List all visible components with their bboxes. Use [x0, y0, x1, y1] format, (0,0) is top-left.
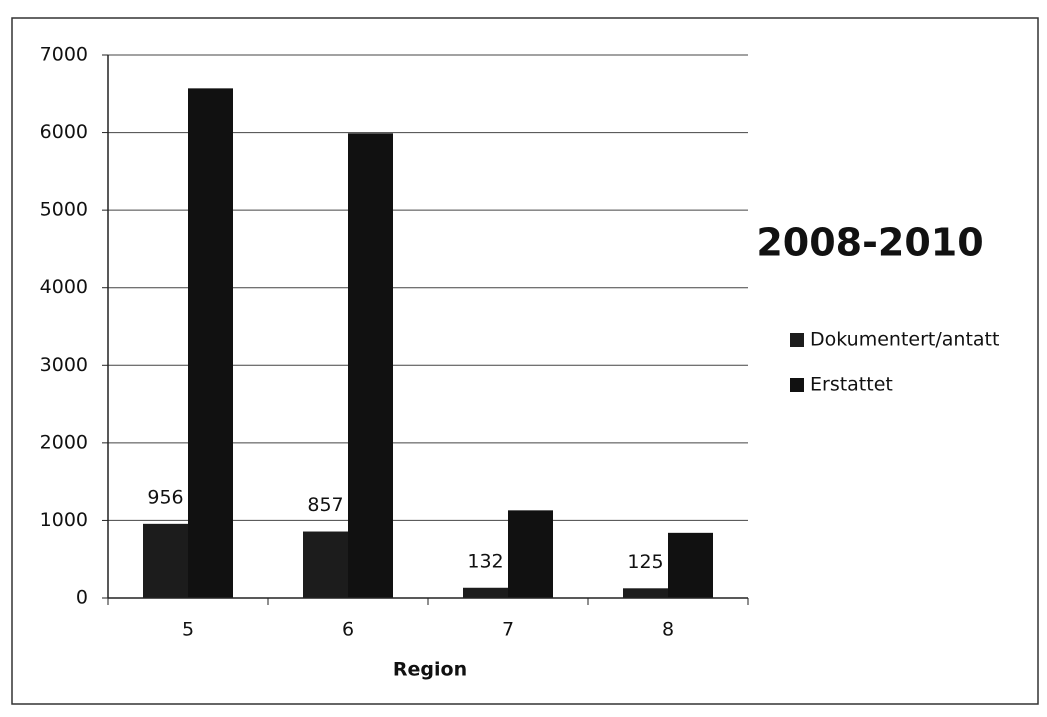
data-label: 857 [307, 494, 343, 516]
legend-label: Erstattet [810, 374, 893, 396]
bar [668, 532, 713, 598]
y-tick-label: 4000 [40, 276, 88, 298]
bar [463, 587, 508, 598]
y-tick-label: 7000 [40, 44, 88, 66]
data-label: 125 [627, 551, 663, 573]
x-axis-label: Region [393, 659, 467, 681]
bar [348, 133, 393, 598]
chart-title: 2008-2010 [756, 221, 983, 265]
data-label: 956 [147, 486, 183, 508]
x-tick-label: 7 [502, 619, 514, 641]
y-tick-label: 2000 [40, 431, 88, 453]
x-tick-label: 8 [662, 619, 674, 641]
legend-swatch [790, 333, 804, 347]
x-tick-label: 6 [342, 619, 354, 641]
bar [508, 510, 553, 598]
y-tick-label: 3000 [40, 354, 88, 376]
bar [188, 88, 233, 598]
chart-frame [11, 17, 1039, 705]
y-tick-label: 0 [76, 587, 88, 609]
y-tick-label: 5000 [40, 199, 88, 221]
x-tick-label: 5 [182, 619, 194, 641]
y-tick-label: 6000 [40, 121, 88, 143]
bar [143, 523, 188, 598]
y-tick-label: 1000 [40, 509, 88, 531]
bar [303, 531, 348, 598]
bar [623, 588, 668, 598]
data-label: 132 [467, 550, 503, 572]
legend-swatch [790, 378, 804, 392]
legend-label: Dokumentert/antatt [810, 329, 999, 351]
